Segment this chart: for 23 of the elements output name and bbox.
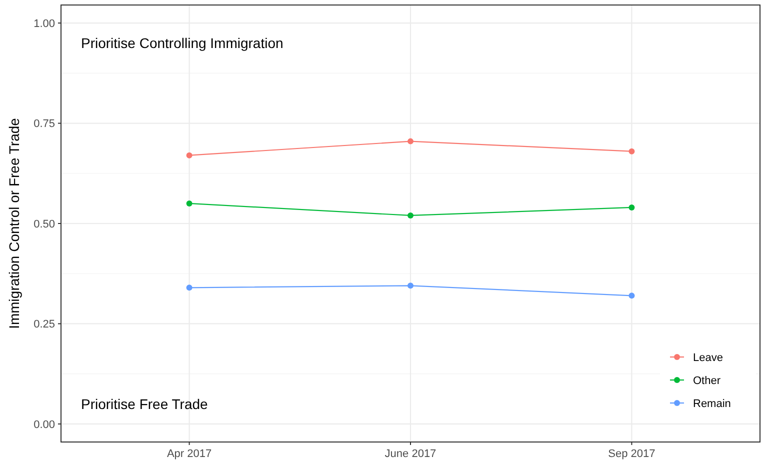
legend-label: Other bbox=[693, 374, 721, 387]
legend-label: Remain bbox=[693, 398, 731, 410]
annotation: Prioritise Controlling Immigration bbox=[81, 34, 284, 51]
y-tick-label: 0.75 bbox=[34, 118, 55, 130]
x-tick-label: Sep 2017 bbox=[608, 448, 656, 460]
annotation: Prioritise Free Trade bbox=[81, 396, 208, 412]
y-tick-label: 0.25 bbox=[34, 318, 55, 331]
y-tick-label: 1.00 bbox=[34, 18, 55, 30]
point bbox=[186, 200, 192, 206]
point bbox=[186, 152, 192, 158]
y-axis-title: Immigration Control or Free Trade bbox=[6, 118, 22, 329]
point bbox=[628, 148, 635, 154]
point bbox=[628, 204, 635, 210]
x-tick-label: Apr 2017 bbox=[166, 448, 212, 460]
point bbox=[408, 282, 414, 289]
y-tick-label: 0.00 bbox=[34, 418, 55, 431]
legend-label: Leave bbox=[693, 352, 723, 364]
point bbox=[408, 212, 414, 218]
point bbox=[628, 292, 635, 299]
point bbox=[408, 138, 414, 144]
x-tick-label: June 2017 bbox=[384, 448, 436, 460]
y-tick-label: 0.50 bbox=[34, 218, 55, 230]
point bbox=[186, 284, 192, 291]
